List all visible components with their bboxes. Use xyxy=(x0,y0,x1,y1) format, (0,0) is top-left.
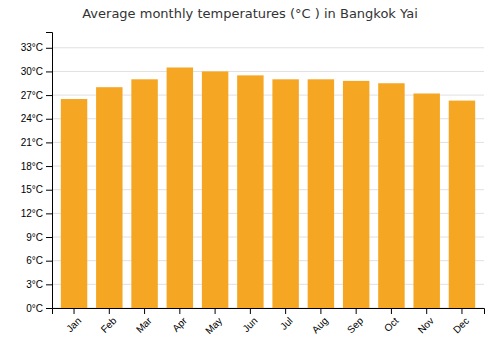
tick: 24°C xyxy=(21,113,52,124)
tick: Aug xyxy=(310,308,330,335)
tick: 21°C xyxy=(21,137,52,148)
axis-line xyxy=(53,309,485,315)
tick-label: Apr xyxy=(170,315,189,334)
plot: 0°C 3°C 6°C 9°C 12°C 15°C 18°C 21°C 24°C 27°C 30°C… xyxy=(21,33,485,337)
tick: Feb xyxy=(99,308,119,335)
tick-label: Aug xyxy=(310,315,330,335)
tick-label: Feb xyxy=(99,315,119,335)
tick-mark xyxy=(46,48,52,49)
bar xyxy=(378,83,404,308)
tick-mark xyxy=(179,308,180,314)
tick-label: 33°C xyxy=(21,42,43,53)
tick-label: 24°C xyxy=(21,113,43,124)
bar xyxy=(237,75,263,308)
bar xyxy=(96,87,122,308)
tick-label: Oct xyxy=(382,315,401,334)
tick: 27°C xyxy=(21,90,52,101)
tick: Sep xyxy=(345,308,366,335)
tick-mark xyxy=(46,261,52,262)
bar xyxy=(343,81,369,308)
tick: 30°C xyxy=(21,66,52,77)
tick-mark xyxy=(391,308,392,314)
tick-label: 21°C xyxy=(21,137,43,148)
bar xyxy=(413,94,439,308)
tick: Jan xyxy=(64,308,83,334)
y-axis: 0°C 3°C 6°C 9°C 12°C 15°C 18°C 21°C 24°C 27°C 30°C… xyxy=(21,33,53,314)
tick-label: 9°C xyxy=(26,232,43,243)
title: Average monthly temperatures (°C ) in Ba… xyxy=(82,6,418,21)
bar xyxy=(61,99,87,308)
tick-label: May xyxy=(203,315,224,336)
tick-mark xyxy=(46,142,52,143)
tick: Dec xyxy=(451,308,471,335)
tick-label: Nov xyxy=(416,315,436,335)
tick: 9°C xyxy=(26,232,52,243)
tick-label: Jan xyxy=(64,315,83,334)
tick-mark xyxy=(46,284,52,285)
grid-line xyxy=(52,47,484,48)
tick-mark xyxy=(215,308,216,314)
tick-label: Mar xyxy=(134,315,154,335)
tick: Nov xyxy=(416,308,436,335)
tick-mark xyxy=(285,308,286,314)
tick-label: Jul xyxy=(278,315,295,332)
tick-label: Jun xyxy=(240,315,259,334)
tick-mark xyxy=(426,308,427,314)
tick-mark xyxy=(46,213,52,214)
tick-mark xyxy=(109,308,110,314)
grid xyxy=(52,48,484,308)
bars xyxy=(61,67,475,308)
tick-label: Dec xyxy=(451,315,471,335)
bar xyxy=(202,71,228,308)
bar xyxy=(131,79,157,308)
grid-line xyxy=(52,71,484,72)
tick-label: 27°C xyxy=(21,90,43,101)
tick-label: 15°C xyxy=(21,184,43,195)
tick-label: 0°C xyxy=(26,303,43,314)
tick-mark xyxy=(46,71,52,72)
tick-mark xyxy=(320,308,321,314)
tick: Mar xyxy=(134,308,154,335)
tick-label: 18°C xyxy=(21,161,43,172)
x-axis: Jan Feb Mar Apr May Jun Jul Aug Sep Oct Nov Dec xyxy=(53,308,485,336)
tick-label: 30°C xyxy=(21,66,43,77)
tick-mark xyxy=(461,308,462,314)
tick: 33°C xyxy=(21,42,52,53)
tick-mark xyxy=(250,308,251,314)
axis-line xyxy=(46,33,53,309)
tick-mark xyxy=(46,190,52,191)
tick-label: 12°C xyxy=(21,208,43,219)
tick-mark xyxy=(46,95,52,96)
tick: 12°C xyxy=(21,208,52,219)
tick-label: 3°C xyxy=(26,279,43,290)
tick-label: 6°C xyxy=(26,255,43,266)
tick-mark xyxy=(46,237,52,238)
bar xyxy=(449,101,475,308)
bar xyxy=(167,67,193,308)
tick: Apr xyxy=(170,308,189,334)
tick: 3°C xyxy=(26,279,52,290)
tick: Oct xyxy=(382,308,401,334)
tick-label: Sep xyxy=(345,315,366,336)
tick-mark xyxy=(74,308,75,314)
tick: 18°C xyxy=(21,161,52,172)
tick-mark xyxy=(46,166,52,167)
tick: May xyxy=(203,308,224,336)
tick-mark xyxy=(46,119,52,120)
tick: 15°C xyxy=(21,184,52,195)
tick: Jun xyxy=(240,308,259,334)
tick: 0°C xyxy=(26,303,52,314)
tick-mark xyxy=(144,308,145,314)
chart: Average monthly temperatures (°C ) in Ba… xyxy=(0,0,500,350)
tick-mark xyxy=(46,308,52,309)
tick: 6°C xyxy=(26,255,52,266)
tick-mark xyxy=(356,308,357,314)
bar xyxy=(272,79,298,308)
bar xyxy=(308,79,334,308)
tick: Jul xyxy=(278,308,295,332)
